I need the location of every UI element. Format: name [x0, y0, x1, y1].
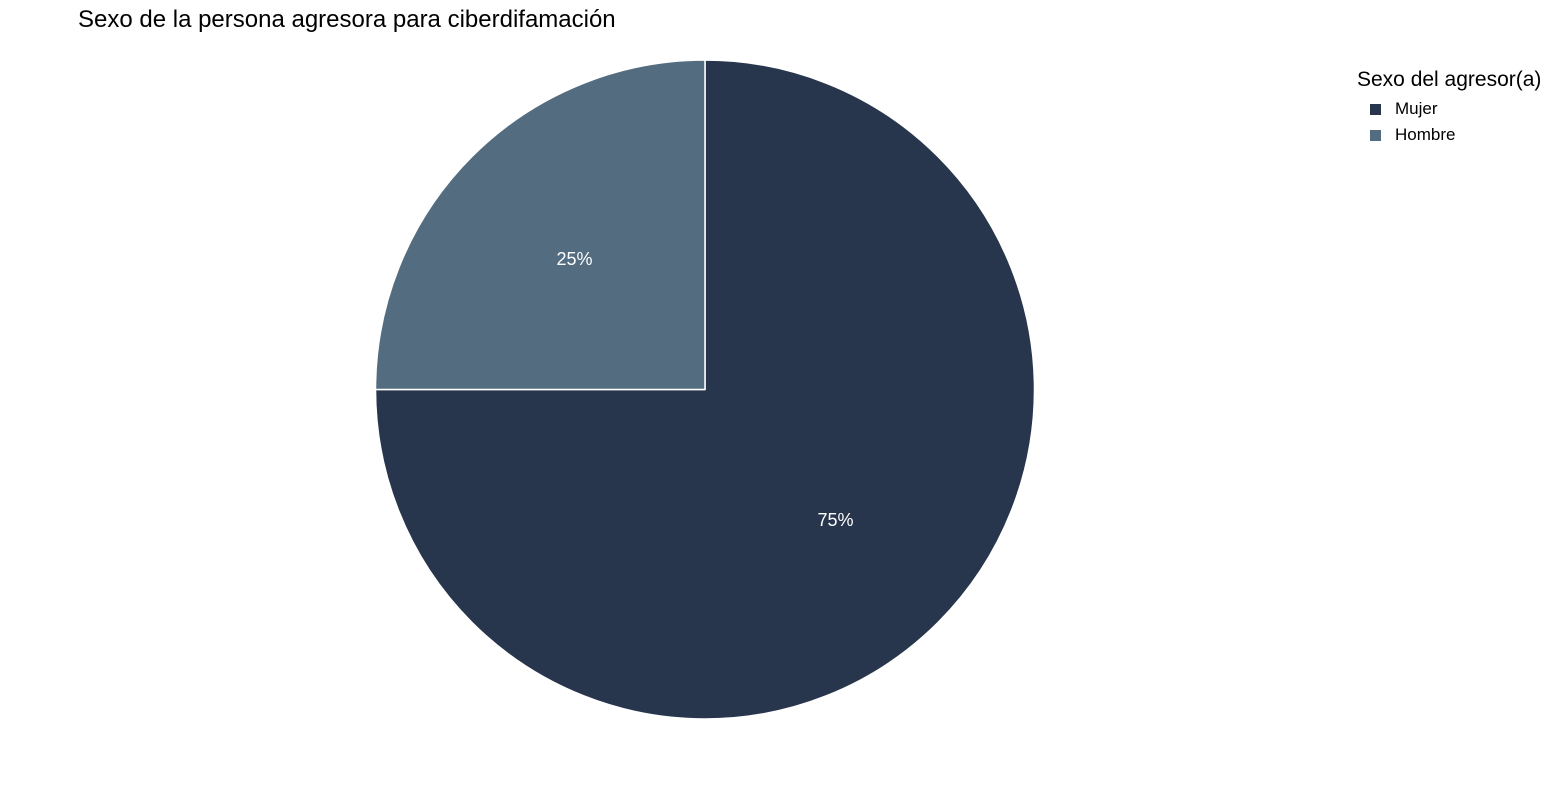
pie-slices — [374, 59, 1036, 720]
legend-swatch-mujer — [1370, 103, 1381, 115]
legend-swatch-hombre — [1370, 129, 1381, 141]
chart-title: Sexo de la persona agresora para ciberdi… — [78, 6, 616, 33]
legend: Sexo del agresor(a) Mujer Hombre — [1357, 68, 1541, 148]
legend-item-mujer: Mujer — [1357, 96, 1541, 122]
pie-label-mujer: 75% — [817, 510, 853, 530]
legend-label-mujer: Mujer — [1395, 99, 1438, 118]
pie-labels: 75% 25% — [557, 249, 854, 530]
legend-title: Sexo del agresor(a) — [1357, 68, 1542, 91]
legend-items: Mujer Hombre — [1357, 96, 1541, 148]
legend-label-hombre: Hombre — [1395, 125, 1456, 144]
pie-slice-mujer — [374, 59, 1036, 720]
pie-label-hombre: 25% — [557, 249, 593, 269]
legend-item-hombre: Hombre — [1357, 122, 1541, 148]
pie-slice-hombre — [374, 59, 706, 391]
